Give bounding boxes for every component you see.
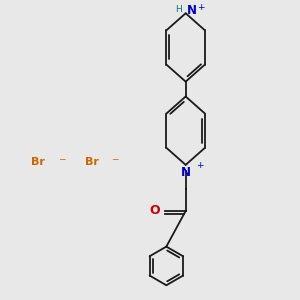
Text: H: H bbox=[175, 5, 182, 14]
Text: −: − bbox=[58, 154, 65, 163]
Text: O: O bbox=[150, 204, 160, 218]
Text: +: + bbox=[196, 161, 204, 170]
Text: Br: Br bbox=[31, 157, 45, 167]
Text: +: + bbox=[197, 3, 205, 12]
Text: N: N bbox=[187, 4, 197, 17]
Text: Br: Br bbox=[85, 157, 98, 167]
Text: −: − bbox=[111, 154, 119, 163]
Text: N: N bbox=[181, 166, 191, 179]
